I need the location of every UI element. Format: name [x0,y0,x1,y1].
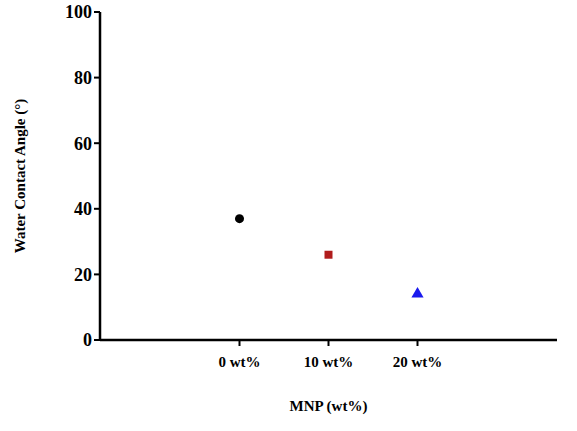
svg-text:20 wt%: 20 wt% [393,354,443,370]
svg-text:10 wt%: 10 wt% [304,354,354,370]
svg-text:0: 0 [83,330,92,350]
svg-text:40: 40 [74,199,92,219]
svg-text:0 wt%: 0 wt% [218,354,260,370]
svg-text:100: 100 [65,2,92,22]
svg-text:20: 20 [74,265,92,285]
svg-text:80: 80 [74,68,92,88]
svg-text:Water Contact Angle (°): Water Contact Angle (°) [12,99,29,253]
svg-text:60: 60 [74,134,92,154]
svg-text:MNP (wt%): MNP (wt%) [290,398,368,415]
